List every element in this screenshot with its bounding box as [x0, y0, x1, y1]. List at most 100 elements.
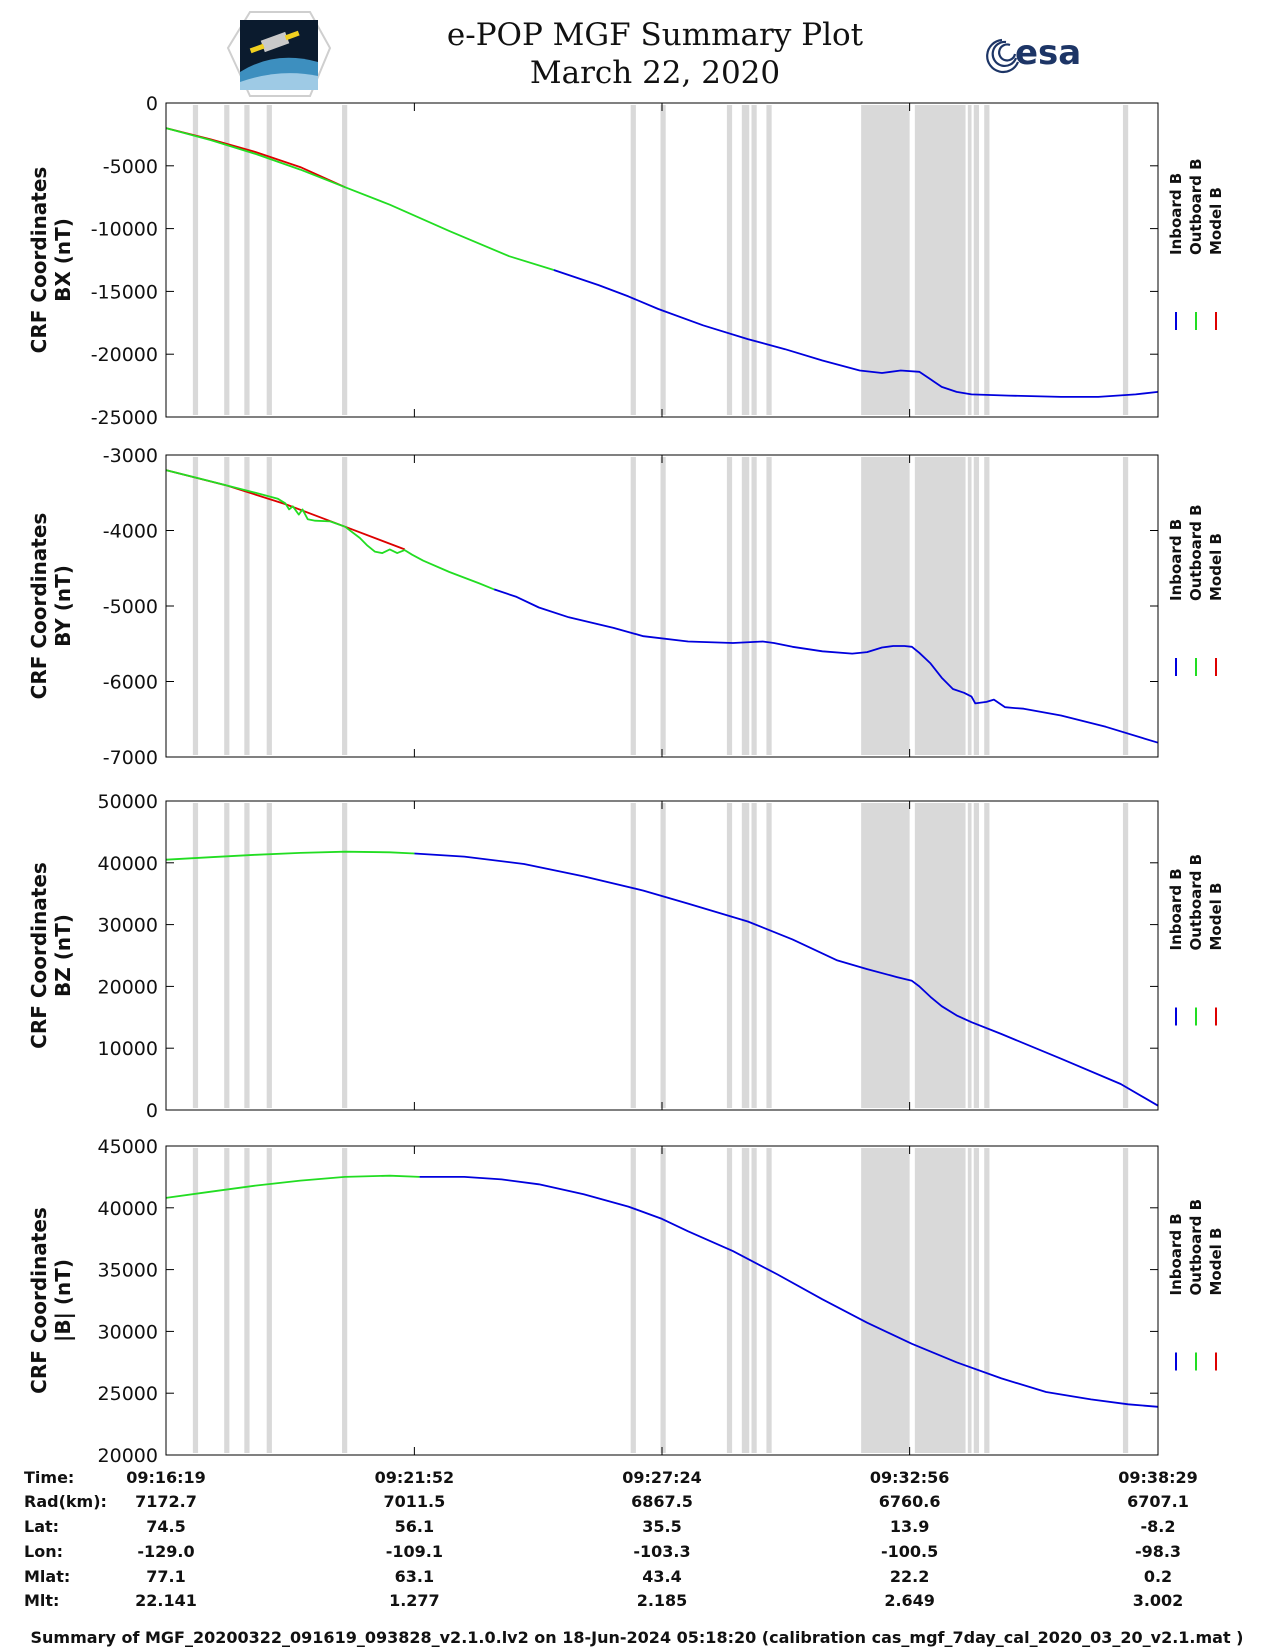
legend-label: Inboard B	[1167, 1213, 1185, 1295]
orbit-info-table: Time: Rad(km): Lat: Lon: Mlat: Mlt: 09:16:19 71…	[24, 1468, 1198, 1610]
y-tick-label: 20000	[98, 1445, 158, 1467]
series-model-line	[165, 127, 346, 189]
data-gap-band	[1122, 457, 1129, 755]
orbit-value: 7172.7	[135, 1492, 197, 1511]
y-axis-label: CRF CoordinatesBX (nT)	[27, 167, 75, 354]
data-gap-band	[630, 1148, 636, 1453]
legend-label: Outboard B	[1187, 158, 1205, 255]
data-gap-band	[914, 457, 966, 755]
orbit-value: 6707.1	[1127, 1492, 1189, 1511]
series-outboard-line	[165, 850, 415, 861]
data-gap-band	[192, 457, 199, 755]
data-gap-band	[726, 1148, 733, 1453]
data-gap-band	[266, 105, 272, 415]
y-tick-label: 40000	[98, 1198, 158, 1220]
data-gap-band	[342, 105, 348, 415]
orbit-value: -100.5	[881, 1542, 938, 1561]
y-tick-label: -10000	[91, 219, 158, 241]
legend-label: Model B	[1207, 883, 1225, 951]
data-gap-band	[861, 457, 910, 755]
series-inboard-line	[414, 852, 1159, 1107]
data-gap-band	[192, 803, 199, 1108]
data-gap-band	[914, 105, 966, 415]
y-axis-label-line1: CRF Coordinates	[27, 513, 51, 700]
y-tick-label: 30000	[98, 915, 158, 937]
y-tick-label: 20000	[98, 976, 158, 998]
y-tick-label: 35000	[98, 1260, 158, 1282]
orbit-value: 6867.5	[631, 1492, 693, 1511]
data-gap-band	[266, 1148, 272, 1453]
data-gap-band	[244, 803, 250, 1108]
orbit-row-label: Mlat:	[24, 1567, 70, 1586]
plot-date: March 22, 2020	[530, 55, 780, 91]
esa-wordmark: esa	[1015, 33, 1081, 73]
panel-bmag: 45000 40000 35000 30000 25000 20000 CRF Coordi…	[27, 1136, 1225, 1467]
y-tick-label: -6000	[103, 672, 158, 694]
y-tick-label: 30000	[98, 1321, 158, 1343]
orbit-value: -103.3	[633, 1542, 690, 1561]
data-gap-band	[914, 1148, 966, 1453]
panel-bx: 0 -5000 -10000 -15000 -20000 -25000 CRF Coordi…	[27, 93, 1225, 429]
y-tick-label: -5000	[103, 156, 158, 178]
data-gap-band	[973, 457, 979, 755]
data-gap-band	[967, 457, 972, 755]
legend-label: Outboard B	[1187, 854, 1205, 951]
panel-by: -3000 -4000 -5000 -6000 -7000 CRF Coordinates…	[27, 445, 1225, 769]
y-tick-label: -3000	[103, 445, 158, 467]
data-gap-band	[266, 457, 272, 755]
orbit-value: 35.5	[642, 1517, 681, 1536]
data-gap-band	[244, 457, 250, 755]
orbit-value: -129.0	[137, 1542, 194, 1561]
data-gap-band	[660, 1148, 666, 1453]
y-axis-label-line1: CRF Coordinates	[27, 1207, 51, 1394]
data-gap-band	[914, 803, 966, 1108]
orbit-row-label: Time:	[24, 1468, 74, 1487]
data-gap-band	[751, 457, 757, 755]
data-gap-band	[244, 1148, 250, 1453]
data-gap-band	[973, 803, 979, 1108]
data-gap-band	[660, 105, 666, 415]
legend: Inboard B Outboard B Model B	[1167, 1199, 1225, 1371]
orbit-row-label: Mlt:	[24, 1591, 59, 1610]
data-gap-band	[192, 105, 199, 415]
data-gap-band	[266, 803, 272, 1108]
data-gap-band	[967, 105, 972, 415]
legend: Inboard B Outboard B Model B	[1167, 158, 1225, 330]
y-tick-label: -5000	[103, 596, 158, 618]
orbit-value: 09:38:29	[1118, 1468, 1198, 1487]
data-gap-band	[741, 803, 750, 1108]
legend-label: Model B	[1207, 187, 1225, 255]
y-tick-label: 40000	[98, 853, 158, 875]
esa-logo: esa	[986, 33, 1081, 74]
data-gap-band	[630, 803, 636, 1108]
legend: Inboard B Outboard B Model B	[1167, 504, 1225, 676]
data-gap-band	[984, 105, 990, 415]
data-gap-band	[861, 105, 910, 415]
legend-label: Model B	[1207, 1228, 1225, 1296]
y-axis-label-line2: |B| (nT)	[51, 1259, 75, 1342]
data-gap-band	[660, 457, 666, 755]
legend-label: Inboard B	[1167, 519, 1185, 601]
orbit-value: 2.649	[884, 1591, 935, 1610]
data-gap-band	[861, 1148, 910, 1453]
data-gap-band	[224, 105, 230, 415]
data-gap-band	[192, 1148, 199, 1453]
series-inboard-line	[419, 1176, 1159, 1408]
orbit-value: 0.2	[1144, 1567, 1172, 1586]
orbit-value: 09:27:24	[622, 1468, 702, 1487]
data-gap-band	[726, 803, 733, 1108]
panel-bz: 50000 40000 30000 20000 10000 0 CRF Coordinate…	[27, 791, 1225, 1122]
y-tick-label: -25000	[91, 407, 158, 429]
footer-note: Summary of MGF_20200322_091619_093828_v2…	[31, 1628, 1244, 1647]
data-gap-band	[660, 803, 666, 1108]
y-tick-label: 25000	[98, 1383, 158, 1405]
orbit-row-label: Rad(km):	[24, 1492, 107, 1511]
data-gap-band	[630, 105, 636, 415]
orbit-value: 22.141	[135, 1591, 197, 1610]
data-gap-band	[1122, 105, 1129, 415]
orbit-value: 74.5	[146, 1517, 185, 1536]
y-axis-label: CRF CoordinatesBZ (nT)	[27, 862, 75, 1049]
data-gap-band	[342, 1148, 348, 1453]
data-gap-band	[973, 1148, 979, 1453]
